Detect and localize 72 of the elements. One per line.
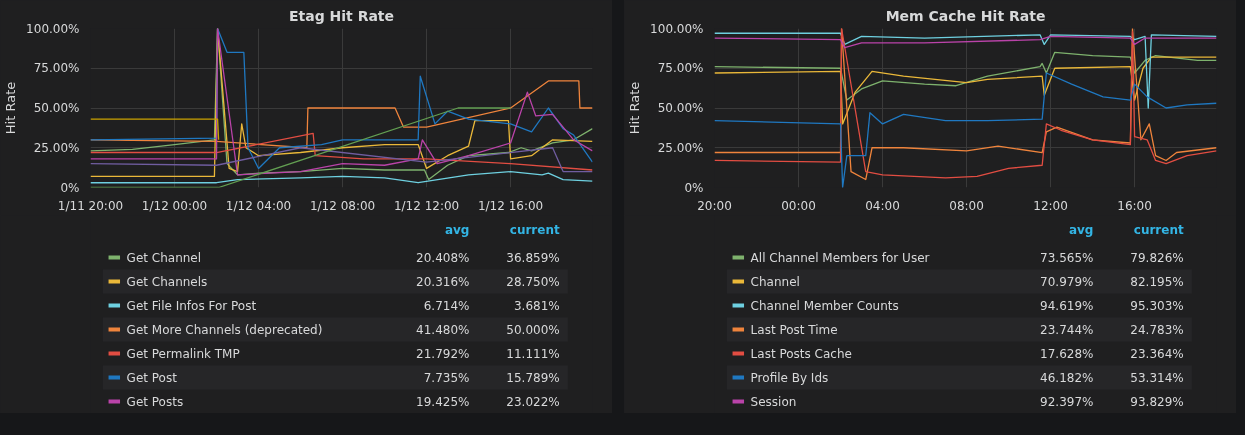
- legend-label: Last Post Time: [750, 322, 838, 337]
- text: 93.829%: [1130, 394, 1184, 409]
- text: current: [509, 222, 560, 237]
- legend-label: Get Channels: [126, 274, 208, 289]
- legend-label: Get More Channels (deprecated): [126, 322, 323, 337]
- chart-title: Mem Cache Hit Rate: [885, 7, 1046, 24]
- legend-label: Get Channel: [126, 250, 202, 265]
- legend-label: Get Posts: [126, 394, 184, 409]
- text: 70.979%: [1040, 274, 1094, 289]
- x-tick-label: 1/12 12:00: [393, 198, 460, 213]
- x-tick-label: 1/11 20:00: [57, 198, 124, 213]
- y-tick-label: 0%: [60, 180, 80, 195]
- text: 23.364%: [1130, 346, 1184, 361]
- y-axis-title: Hit Rate: [627, 81, 643, 135]
- y-tick-label: 25.00%: [657, 140, 704, 155]
- legend-label: All Channel Members for User: [750, 250, 930, 265]
- text: 92.397%: [1040, 394, 1094, 409]
- x-tick-label: 08:00: [949, 198, 984, 213]
- x-tick-label: 00:00: [781, 198, 816, 213]
- text: 6.714%: [423, 298, 470, 313]
- y-tick-label: 0%: [684, 180, 704, 195]
- x-tick-label: 1/12 04:00: [225, 198, 292, 213]
- y-axis-title: Hit Rate: [3, 81, 19, 135]
- chart-title: Etag Hit Rate: [288, 7, 395, 24]
- legend-label: Channel Member Counts: [750, 298, 899, 313]
- text: 20.408%: [416, 250, 470, 265]
- x-tick-label: 16:00: [1117, 198, 1152, 213]
- text: 82.195%: [1130, 274, 1184, 289]
- text: 73.565%: [1040, 250, 1094, 265]
- text: 21.792%: [416, 346, 470, 361]
- x-tick-label: 1/12 00:00: [141, 198, 208, 213]
- y-tick-label: 75.00%: [657, 61, 704, 76]
- text: 28.750%: [506, 274, 560, 289]
- text: 7.735%: [423, 370, 470, 385]
- text: 79.826%: [1130, 250, 1184, 265]
- text: 3.681%: [513, 298, 560, 313]
- y-tick-label: 100.00%: [26, 21, 80, 36]
- y-tick-label: 75.00%: [33, 61, 80, 76]
- text: 36.859%: [506, 250, 560, 265]
- text: 23.022%: [506, 394, 560, 409]
- y-tick-label: 100.00%: [650, 21, 704, 36]
- text: 19.425%: [416, 394, 470, 409]
- text: 11.111%: [506, 346, 560, 361]
- text: 94.619%: [1040, 298, 1094, 313]
- text: 24.783%: [1130, 322, 1184, 337]
- text: 41.480%: [416, 322, 470, 337]
- text: 53.314%: [1130, 370, 1184, 385]
- x-tick-label: 20:00: [697, 198, 732, 213]
- text: 95.303%: [1130, 298, 1184, 313]
- x-tick-label: 04:00: [865, 198, 900, 213]
- legend-label: Last Posts Cache: [750, 346, 852, 361]
- legend-label: Channel: [750, 274, 800, 289]
- text: 50.000%: [506, 322, 560, 337]
- legend-label: Profile By Ids: [750, 370, 829, 385]
- x-tick-label: 1/12 16:00: [477, 198, 544, 213]
- legend-label: Get File Infos For Post: [126, 298, 257, 313]
- y-tick-label: 25.00%: [33, 140, 80, 155]
- text: 23.744%: [1040, 322, 1094, 337]
- legend-label: Session: [750, 394, 797, 409]
- text: avg: [444, 222, 470, 237]
- x-tick-label: 12:00: [1033, 198, 1068, 213]
- text: 17.628%: [1040, 346, 1094, 361]
- legend-label: Get Permalink TMP: [126, 346, 240, 361]
- text: 15.789%: [506, 370, 560, 385]
- text: avg: [1068, 222, 1094, 237]
- text: 20.316%: [416, 274, 470, 289]
- x-tick-label: 1/12 08:00: [309, 198, 376, 213]
- text: current: [1133, 222, 1184, 237]
- y-tick-label: 50.00%: [657, 101, 704, 115]
- legend-label: Get Post: [126, 370, 178, 385]
- y-tick-label: 50.00%: [33, 101, 80, 115]
- text: 46.182%: [1040, 370, 1094, 385]
